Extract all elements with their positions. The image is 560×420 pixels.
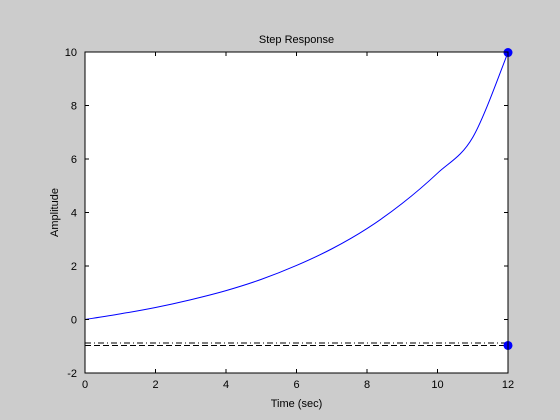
y-axis-ticks: -2 0 2 4 6 8 10 (65, 47, 508, 380)
y-tick-label: 2 (71, 261, 77, 273)
y-tick-label: 0 (71, 315, 77, 327)
x-tick-label: 10 (431, 379, 443, 391)
y-tick-label: 4 (71, 208, 77, 220)
x-tick-label: 6 (293, 379, 299, 391)
y-tick-label: 8 (71, 101, 77, 113)
y-tick-label: 6 (71, 154, 77, 166)
y-tick-label: -2 (67, 368, 77, 380)
y-axis-label: Amplitude (49, 188, 61, 237)
axes-background (85, 52, 508, 373)
x-tick-label: 4 (223, 379, 229, 391)
x-tick-label: 8 (364, 379, 370, 391)
x-tick-label: 0 (82, 379, 88, 391)
chart-title: Step Response (259, 34, 334, 46)
y-tick-label: 10 (65, 47, 77, 59)
series-line (84, 52, 509, 320)
x-axis-label: Time (sec) (271, 398, 323, 410)
x-tick-label: 12 (502, 379, 514, 391)
x-axis-ticks: 0 2 4 6 8 10 12 (82, 52, 514, 391)
x-tick-label: 2 (152, 379, 158, 391)
